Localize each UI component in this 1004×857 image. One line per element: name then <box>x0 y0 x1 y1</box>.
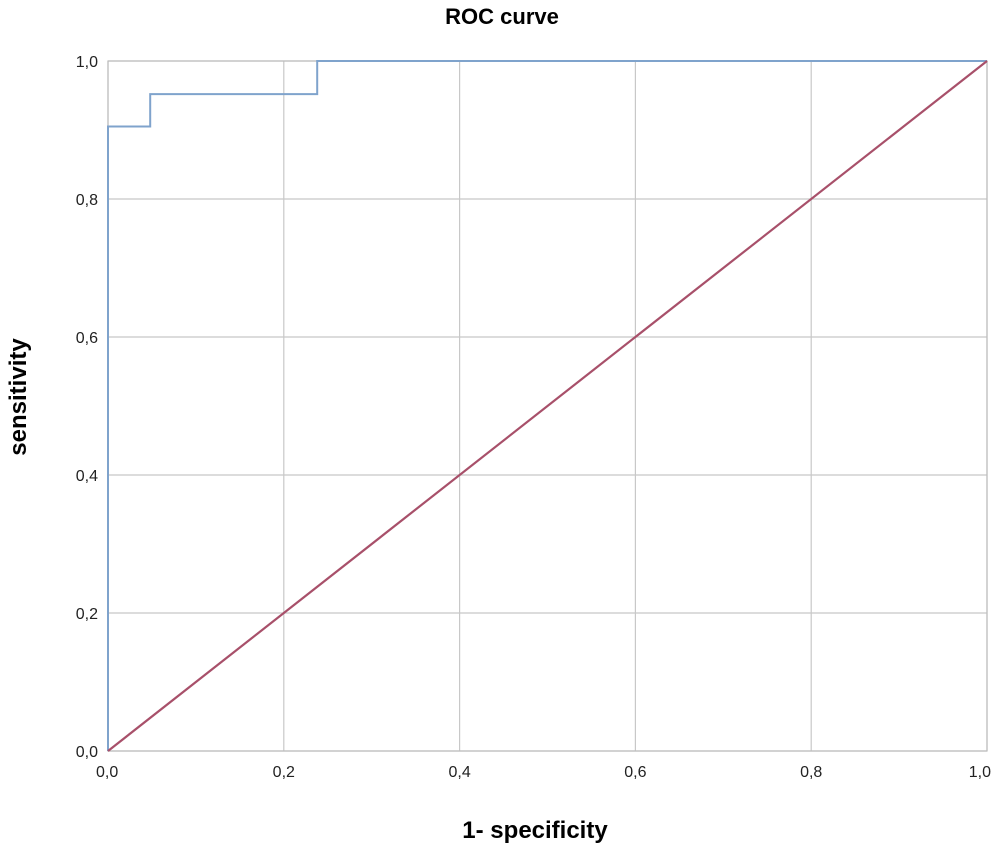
series-layer <box>107 60 988 752</box>
y-tick-label: 0,6 <box>76 330 98 347</box>
y-tick-label: 0,8 <box>76 192 98 209</box>
x-tick-label: 1,0 <box>969 764 991 781</box>
x-tick-label: 0,6 <box>624 764 646 781</box>
reference-diagonal-line <box>107 60 988 752</box>
y-tick-label: 0,2 <box>76 606 98 623</box>
y-tick-label: 0,0 <box>76 744 98 761</box>
x-axis-label: 1- specificity <box>462 817 608 844</box>
x-tick-label: 0,8 <box>800 764 822 781</box>
y-tick-label: 1,0 <box>76 54 98 71</box>
y-axis-label: sensitivity <box>5 338 32 456</box>
x-tick-label: 0,0 <box>96 764 118 781</box>
chart-title: ROC curve <box>445 4 559 29</box>
y-axis-ticks: 0,0 0,2 0,4 0,6 0,8 1,0 <box>76 54 98 761</box>
y-tick-label: 0,4 <box>76 468 98 485</box>
roc-curve-line <box>107 60 987 751</box>
x-tick-label: 0,2 <box>273 764 295 781</box>
x-axis-ticks: 0,0 0,2 0,4 0,6 0,8 1,0 <box>96 764 991 781</box>
x-tick-label: 0,4 <box>448 764 470 781</box>
